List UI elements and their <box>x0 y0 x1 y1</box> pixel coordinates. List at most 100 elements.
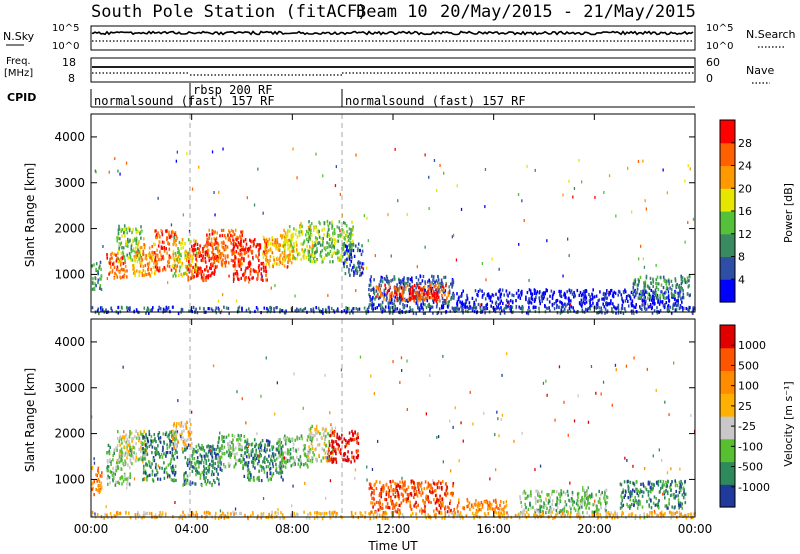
data-cell <box>168 254 171 258</box>
data-cell <box>221 262 223 266</box>
data-cell <box>393 505 396 509</box>
data-cell <box>289 240 292 244</box>
data-cell <box>212 465 214 469</box>
data-cell <box>255 306 258 310</box>
sparse-echo-cell <box>684 179 686 183</box>
data-cell <box>401 486 403 490</box>
freq-label-line2: [MHz] <box>4 68 33 79</box>
data-cell <box>387 305 390 309</box>
data-cell <box>430 483 432 487</box>
data-cell <box>236 245 239 249</box>
data-cell <box>214 270 216 274</box>
data-cell <box>577 495 579 499</box>
data-cell <box>257 271 259 275</box>
data-cell <box>160 257 162 261</box>
data-cell <box>377 508 380 512</box>
data-cell <box>289 452 292 456</box>
data-cell <box>387 301 389 305</box>
data-cell <box>270 458 272 462</box>
data-cell <box>205 276 207 280</box>
data-cell <box>205 454 207 458</box>
data-cell <box>369 278 372 282</box>
sparse-echo-cell <box>642 257 644 261</box>
data-cell <box>337 235 340 239</box>
data-cell <box>375 289 377 293</box>
data-cell <box>556 311 559 315</box>
data-cell <box>291 245 294 249</box>
sparse-echo-cell <box>361 265 363 269</box>
data-cell <box>432 278 435 282</box>
data-cell <box>327 432 329 436</box>
data-cell <box>126 269 128 273</box>
data-cell <box>471 308 474 312</box>
data-cell <box>638 296 640 300</box>
data-cell <box>433 498 435 502</box>
data-cell <box>416 282 418 286</box>
data-cell <box>155 261 157 265</box>
data-cell <box>569 291 572 295</box>
data-cell <box>151 259 153 263</box>
data-cell <box>126 479 129 483</box>
data-cell <box>124 453 126 457</box>
data-cell <box>403 287 405 291</box>
data-cell <box>485 303 487 308</box>
data-cell <box>158 437 160 441</box>
data-cell <box>391 311 394 315</box>
data-cell <box>481 289 483 293</box>
data-cell <box>573 295 575 299</box>
data-cell <box>418 293 420 297</box>
data-cell <box>681 296 684 300</box>
data-cell <box>456 504 459 508</box>
data-cell <box>597 311 599 315</box>
data-cell <box>313 244 316 248</box>
data-cell <box>332 460 335 464</box>
data-cell <box>466 305 469 309</box>
y-tick-label: 1000 <box>54 267 85 281</box>
data-cell <box>121 482 123 486</box>
data-cell <box>245 461 248 465</box>
data-cell <box>247 461 250 465</box>
data-cell <box>241 262 243 266</box>
sparse-echo-cell <box>366 216 368 220</box>
colorbar-tick-label: 8 <box>738 251 745 264</box>
data-cell <box>331 426 333 430</box>
data-cell <box>644 308 647 312</box>
data-cell <box>168 247 171 251</box>
y-tick-label: 3000 <box>54 176 85 190</box>
data-cell <box>333 449 336 453</box>
colorbar-swatch <box>720 188 735 212</box>
data-cell <box>175 238 177 242</box>
data-cell <box>408 493 410 497</box>
data-cell <box>403 298 406 302</box>
data-cell <box>237 258 240 262</box>
data-cell <box>241 459 243 463</box>
data-cell <box>255 451 257 455</box>
data-cell <box>311 456 313 460</box>
data-cell <box>391 278 394 282</box>
data-cell <box>207 252 209 256</box>
data-cell <box>452 280 455 284</box>
data-cell <box>142 477 145 481</box>
data-cell <box>159 436 162 440</box>
data-cell <box>608 291 611 295</box>
data-cell <box>169 430 172 434</box>
data-cell <box>486 501 489 505</box>
data-cell <box>465 309 467 313</box>
data-cell <box>131 230 133 235</box>
data-cell <box>232 443 234 447</box>
data-cell <box>643 281 645 285</box>
data-cell <box>129 475 131 479</box>
data-cell <box>215 306 217 310</box>
data-cell <box>549 505 552 509</box>
data-cell <box>402 302 404 307</box>
data-cell <box>422 311 425 315</box>
data-cell <box>308 445 310 449</box>
data-cell <box>221 468 223 472</box>
data-cell <box>277 447 279 451</box>
data-cell <box>368 303 371 307</box>
data-cell <box>267 249 270 253</box>
data-cell <box>686 280 688 284</box>
data-cell <box>211 449 213 453</box>
data-cell <box>409 285 412 290</box>
data-cell <box>253 456 255 460</box>
